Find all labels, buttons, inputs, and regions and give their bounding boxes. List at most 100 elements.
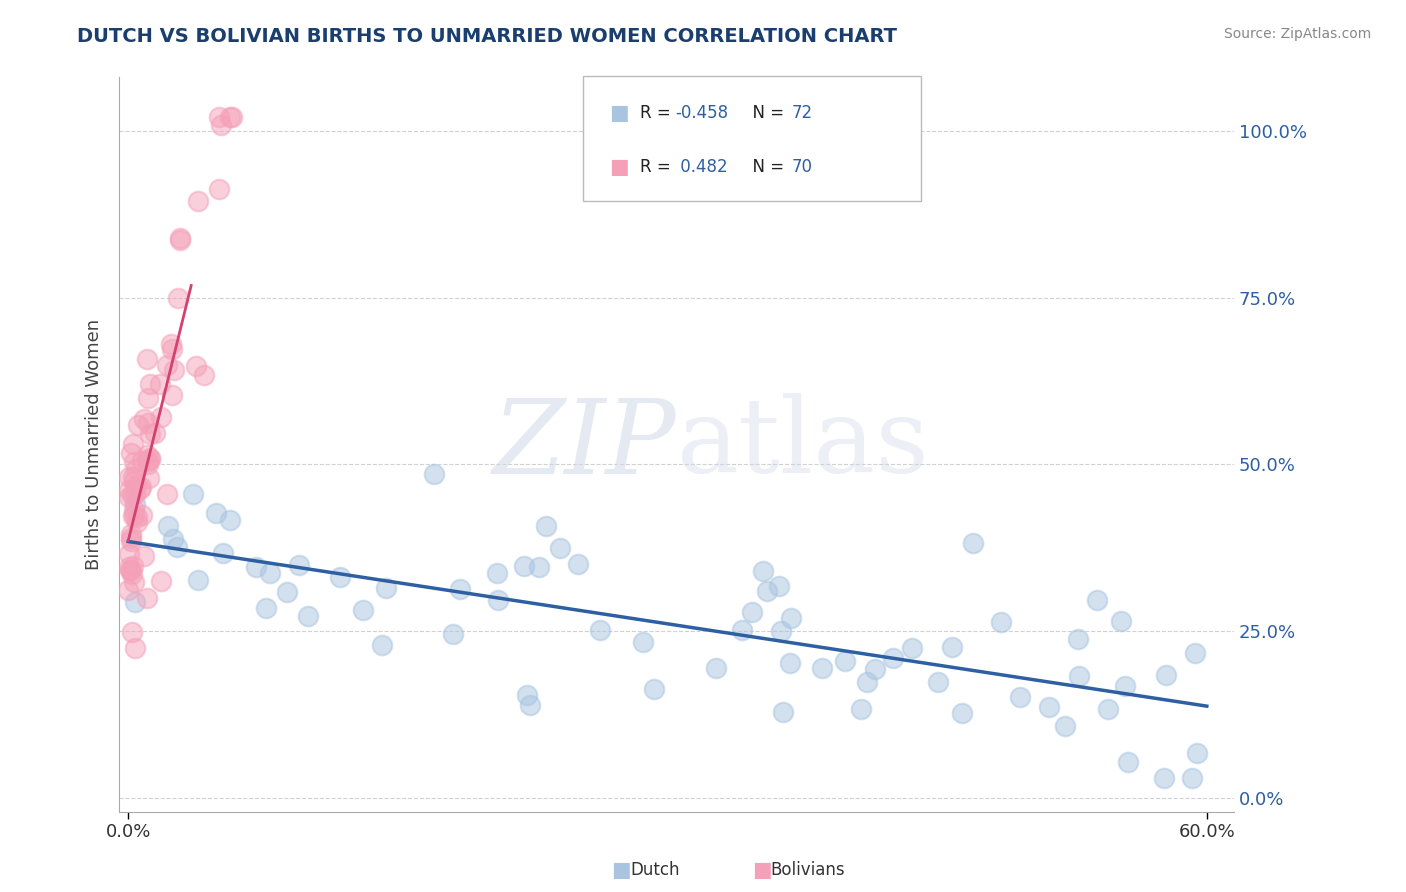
Point [1010, 690, 1032, 705]
Point [136, 448, 159, 462]
Text: ■: ■ [752, 860, 772, 880]
Point [138, 470, 160, 484]
Point [486, 593, 509, 607]
Point [1153, 771, 1175, 785]
Point [132, 412, 155, 426]
Point [1038, 700, 1060, 714]
Point [121, 488, 143, 502]
Point [1181, 771, 1204, 785]
Point [1114, 679, 1136, 693]
Text: ■: ■ [612, 860, 631, 880]
Point [768, 579, 790, 593]
Point [121, 624, 143, 639]
Point [124, 455, 146, 469]
Point [751, 564, 773, 578]
Point [129, 482, 152, 496]
Point [329, 569, 352, 583]
Point [163, 362, 186, 376]
Point [124, 640, 146, 655]
Point [129, 480, 152, 494]
Point [138, 417, 160, 431]
Point [441, 626, 464, 640]
Point [122, 508, 145, 523]
Point [567, 557, 589, 571]
Point [150, 409, 173, 424]
Point [156, 518, 179, 533]
Point [449, 582, 471, 597]
Text: ■: ■ [609, 103, 628, 123]
Point [121, 436, 143, 450]
Point [169, 231, 191, 245]
Point [120, 527, 142, 541]
Point [149, 574, 172, 588]
Text: Dutch: Dutch [630, 861, 679, 879]
Point [166, 291, 188, 305]
Point [1154, 668, 1177, 682]
Point [125, 479, 148, 493]
Point [207, 111, 229, 125]
Point [125, 515, 148, 529]
Point [254, 600, 277, 615]
Point [205, 507, 228, 521]
Point [211, 546, 233, 560]
Point [136, 454, 159, 468]
Point [643, 682, 665, 697]
Point [143, 425, 166, 440]
Point [1184, 647, 1206, 661]
Point [120, 531, 142, 545]
Point [124, 503, 146, 517]
Point [162, 532, 184, 546]
Text: 0.482: 0.482 [675, 158, 727, 177]
Point [131, 508, 153, 522]
Point [534, 518, 557, 533]
Point [352, 603, 374, 617]
Text: -0.458: -0.458 [675, 103, 728, 121]
Point [162, 343, 184, 357]
Point [136, 391, 159, 405]
Text: DUTCH VS BOLIVIAN BIRTHS TO UNMARRIED WOMEN CORRELATION CHART: DUTCH VS BOLIVIAN BIRTHS TO UNMARRIED WO… [77, 27, 897, 45]
Point [1085, 592, 1108, 607]
Point [423, 467, 446, 482]
Point [122, 508, 145, 522]
Point [589, 623, 612, 637]
Point [121, 470, 143, 484]
Point [941, 640, 963, 655]
Text: Source: ZipAtlas.com: Source: ZipAtlas.com [1223, 27, 1371, 41]
Point [901, 640, 924, 655]
Point [118, 563, 141, 577]
Point [990, 615, 1012, 630]
Point [120, 533, 142, 548]
Point [218, 111, 240, 125]
Point [519, 698, 541, 713]
Point [156, 486, 179, 500]
Point [1067, 669, 1090, 683]
Point [120, 446, 142, 460]
Point [139, 377, 162, 392]
Point [117, 470, 139, 484]
Point [259, 566, 281, 580]
Point [772, 705, 794, 719]
Point [120, 563, 142, 577]
Point [950, 706, 973, 721]
Point [124, 498, 146, 512]
Text: atlas: atlas [676, 393, 929, 495]
Point [297, 609, 319, 624]
Point [779, 657, 801, 671]
Point [731, 624, 754, 638]
Point [122, 474, 145, 488]
Point [124, 462, 146, 476]
Point [770, 624, 793, 638]
Point [139, 426, 162, 441]
Point [1067, 632, 1090, 646]
Point [139, 451, 162, 466]
Point [288, 558, 311, 572]
Point [741, 605, 763, 619]
Point [780, 611, 803, 625]
Point [136, 352, 159, 367]
Point [834, 654, 856, 668]
Point [169, 233, 191, 247]
Point [132, 549, 155, 563]
Point [136, 457, 159, 471]
Point [851, 702, 873, 716]
Point [276, 585, 298, 599]
